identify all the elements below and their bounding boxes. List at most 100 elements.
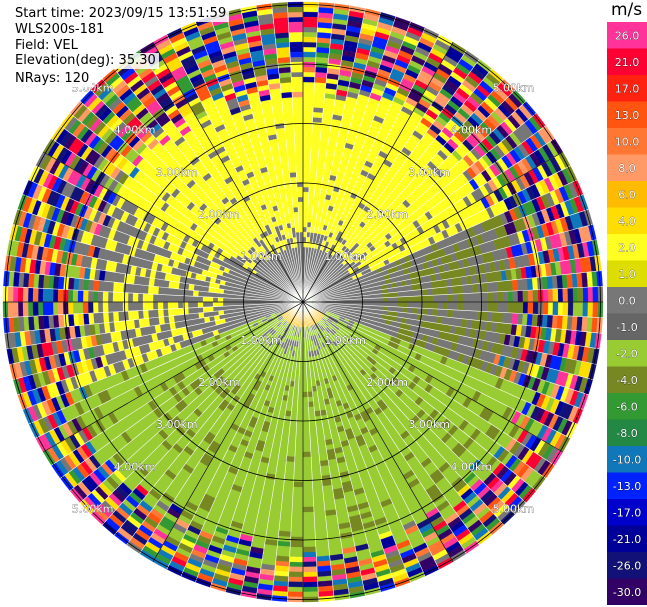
colorbar-swatch: [607, 154, 647, 181]
nrays-label: NRays: 120: [12, 71, 93, 87]
ray-separator: [302, 3, 335, 303]
ray-separator: [302, 301, 351, 599]
ray-separator: [302, 5, 351, 303]
colorbar-swatch: [607, 446, 647, 473]
ring-label: 4.00km: [114, 124, 156, 137]
ray-separator: [302, 101, 527, 303]
ray-separator: [302, 194, 584, 303]
colorbar-tick-label: 21.0: [615, 56, 640, 69]
ring-label: 4.00km: [451, 124, 493, 137]
radial-line: [302, 42, 454, 303]
ray-separator: [17, 301, 304, 395]
ray-separator: [302, 2, 320, 303]
range-grid: [3, 2, 603, 602]
ray-separator: [302, 301, 440, 570]
colorbar-tick-label: -1.0: [616, 321, 637, 334]
ray-separator: [35, 301, 304, 439]
radial-line: [152, 42, 304, 303]
colorbar-tick-label: 17.0: [615, 82, 640, 95]
ring-label: 3.00km: [156, 418, 198, 431]
ray-separator: [3, 301, 304, 319]
ray-separator: [302, 301, 320, 602]
ray-separator: [302, 301, 493, 536]
ray-separator: [302, 59, 480, 303]
ray-separator: [302, 254, 600, 303]
ray-separator: [302, 301, 537, 492]
colorbar-tick-label: -21.0: [613, 533, 641, 546]
colorbar: 26.0 21.0 17.0 13.0 10.0 8.0 6.0 4.0 2.0 1.0 0.0 -1…: [607, 22, 647, 605]
ray-separator: [13, 224, 304, 303]
ray-separator: [302, 34, 440, 303]
ring-labels: 1.00km 1.00km 1.00km 1.00km 2.00km 2.00km 2.00…: [72, 81, 535, 515]
ray-separator: [28, 301, 304, 425]
colorbar-swatch: [607, 181, 647, 208]
ring-label: 2.00km: [198, 208, 240, 221]
ray-separator: [302, 68, 493, 303]
ring-label: 1.00km: [240, 334, 282, 347]
ray-separator: [302, 285, 603, 303]
ray-separator: [302, 12, 381, 303]
ray-separator: [302, 239, 597, 303]
colorbar-swatch: [607, 525, 647, 552]
ray-separator: [60, 125, 304, 303]
ring-label: 4.00km: [451, 460, 493, 473]
colorbar-tick-label: -2.0: [616, 347, 637, 360]
ray-separator: [271, 301, 304, 601]
ray-separator: [90, 89, 304, 303]
ray-separator: [302, 112, 537, 303]
radial-line: [302, 301, 454, 562]
ray-separator: [79, 101, 304, 303]
ray-separator: [302, 301, 571, 439]
ray-separator: [210, 16, 304, 303]
ray-separator: [302, 301, 426, 577]
start-time-label: Start time: 2023/09/15 13:51:59: [12, 6, 230, 22]
radial-line: [302, 301, 563, 453]
ray-separator: [302, 301, 381, 592]
ring-label: 5.00km: [72, 502, 114, 515]
ray-separator: [302, 224, 593, 303]
ring-label: 2.00km: [366, 208, 408, 221]
ray-separator: [302, 78, 504, 303]
ray-separator: [302, 301, 602, 334]
ray-separator: [51, 138, 304, 303]
colorbar-swatch: [607, 340, 647, 367]
field-label: Field: VEL: [12, 38, 81, 54]
elevation-label: Elevation(deg): 35.30: [12, 53, 159, 69]
ray-separator: [302, 301, 335, 601]
ring-label: 5.00km: [493, 82, 535, 95]
colorbar-tick-label: 2.0: [618, 241, 636, 254]
ray-separator: [302, 301, 516, 515]
ring-label: 2.00km: [198, 376, 240, 389]
ray-separator: [302, 301, 480, 545]
ray-separator: [69, 112, 304, 303]
ray-separator: [180, 27, 304, 303]
colorbar-tick-label: 4.0: [618, 215, 636, 228]
ray-separator: [13, 301, 304, 380]
ray-separator: [302, 301, 600, 350]
ring-label: 1.00km: [240, 250, 282, 263]
ray-separator: [6, 254, 304, 303]
ray-separator: [3, 285, 304, 303]
colorbar-tick-label: 13.0: [615, 109, 640, 122]
ray-separator: [302, 138, 555, 303]
ray-separator: [302, 27, 426, 303]
colorbar-tick-label: -10.0: [613, 453, 641, 466]
ray-separator: [195, 301, 304, 583]
colorbar-tick-label: -26.0: [613, 559, 641, 572]
ray-separator: [302, 16, 396, 303]
ray-separator: [51, 301, 304, 466]
ring-label: 3.00km: [156, 166, 198, 179]
ray-separator: [302, 270, 602, 303]
ray-separator: [139, 301, 304, 554]
colorbar-swatch: [607, 287, 647, 314]
radial-line: [43, 151, 304, 303]
colorbar-units-label: m/s: [611, 0, 643, 20]
ring-label: 1.00km: [324, 334, 366, 347]
ring-label: 5.00km: [493, 502, 535, 515]
ring-label: 2.00km: [366, 376, 408, 389]
ring-label: 4.00km: [114, 460, 156, 473]
colorbar-tick-label: -17.0: [613, 506, 641, 519]
ray-separator: [302, 165, 571, 303]
ray-separator: [302, 301, 467, 554]
ray-separator: [60, 301, 304, 479]
